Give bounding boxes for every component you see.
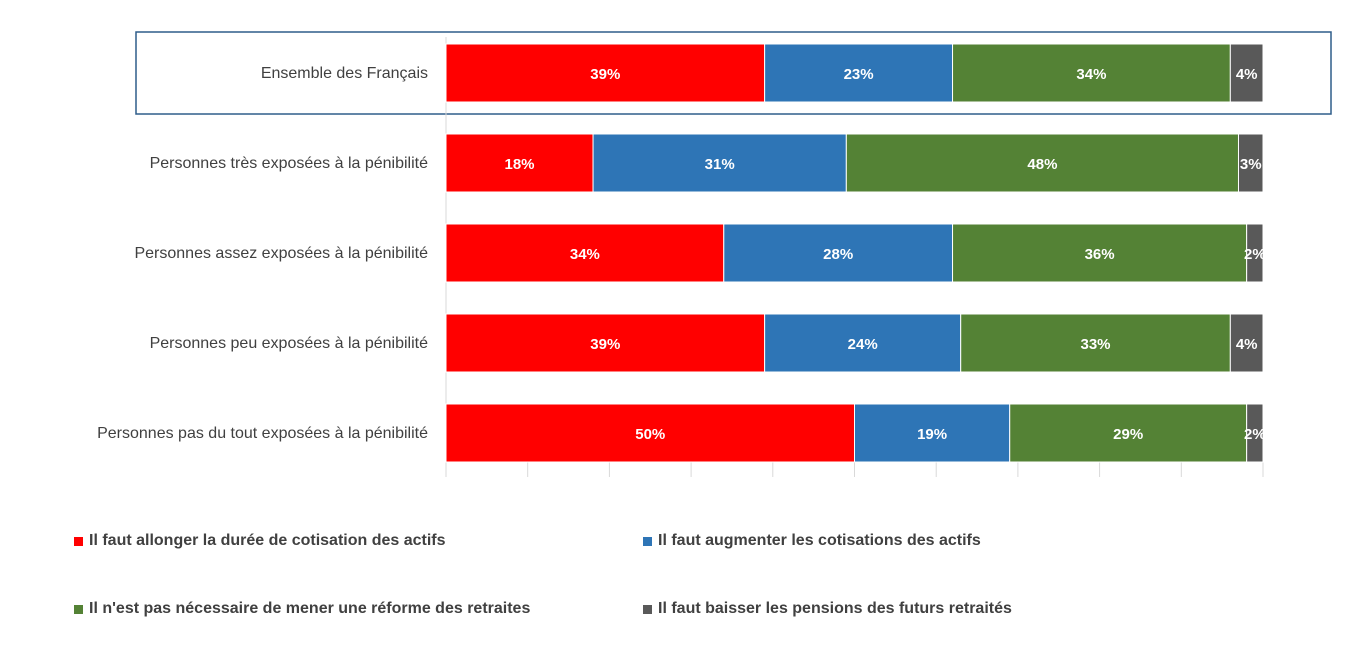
category-label: Personnes peu exposées à la pénibilité [150,335,429,352]
data-label: 3% [1240,156,1262,173]
data-label: 33% [1080,336,1110,353]
bar-segment [952,43,1231,103]
data-label: 18% [505,156,535,173]
data-label: 36% [1085,246,1115,263]
bar-segment [445,403,855,463]
bar-segment [723,223,954,283]
data-label: 48% [1027,156,1057,173]
bar-segment [845,133,1239,193]
bar-segment [445,313,766,373]
data-label: 39% [590,336,620,353]
bar-segment [592,133,847,193]
bar-segment [854,403,1011,463]
category-label: Personnes pas du tout exposées à la péni… [97,425,428,442]
highlight-box [135,31,1332,115]
data-label: 2% [1244,246,1266,263]
data-label: 34% [1076,66,1106,83]
bar-segment [445,223,725,283]
data-label: 19% [917,426,947,443]
data-label: 4% [1236,336,1258,353]
data-label: 29% [1113,426,1143,443]
bar-segment [1246,223,1264,283]
data-label: 2% [1244,426,1266,443]
bar-segment [445,133,594,193]
data-label: 50% [635,426,665,443]
bar-segment [764,313,962,373]
bar-segment [1229,313,1264,373]
bar-segment [445,43,766,103]
bar-segment [1009,403,1248,463]
data-label: 4% [1236,66,1258,83]
bar-segment [1229,43,1264,103]
bar-segment [1246,403,1264,463]
data-label: 31% [705,156,735,173]
data-label: 23% [844,66,874,83]
bar-segment [764,43,954,103]
data-label: 24% [848,336,878,353]
data-label: 34% [570,246,600,263]
category-label: Personnes très exposées à la pénibilité [150,155,428,172]
data-label: 39% [590,66,620,83]
category-label: Personnes assez exposées à la pénibilité [134,245,428,262]
bar-segment [1237,133,1264,193]
category-label: Ensemble des Français [261,65,428,82]
bar-segment [960,313,1231,373]
data-label: 28% [823,246,853,263]
